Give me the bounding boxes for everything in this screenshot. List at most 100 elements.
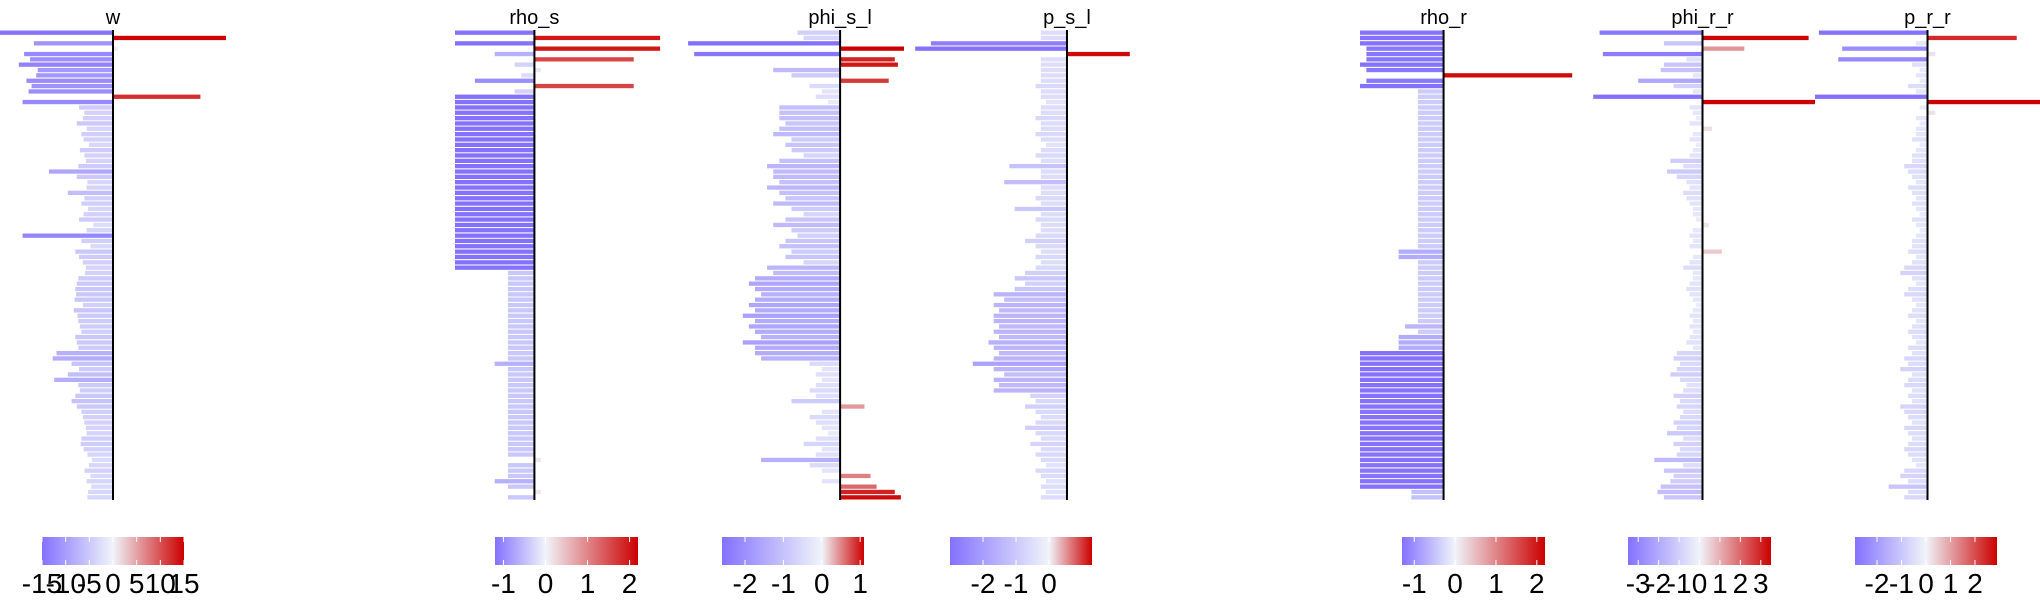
bar [67, 372, 113, 377]
bar [1915, 302, 1928, 308]
bar [30, 57, 114, 62]
bar [1818, 30, 1928, 35]
bar [761, 292, 841, 297]
bar [1670, 479, 1703, 484]
bar [1417, 164, 1444, 169]
bar [1417, 99, 1444, 105]
bar [1360, 372, 1444, 377]
bar [507, 463, 535, 468]
bar [56, 351, 113, 356]
bar [1660, 67, 1703, 73]
bar [1908, 415, 1928, 420]
bar [1417, 297, 1444, 302]
bar [455, 217, 535, 222]
bar [1927, 51, 1936, 57]
bar [767, 164, 841, 169]
bar [455, 212, 535, 217]
colorbar-tick-label: -2 [1646, 568, 1671, 599]
bar [1908, 452, 1928, 457]
bar [1360, 30, 1444, 35]
bar [514, 62, 535, 67]
bar [999, 308, 1067, 313]
bar [1692, 212, 1703, 217]
bar [1692, 297, 1703, 302]
bar [1593, 94, 1703, 99]
bar [1919, 121, 1928, 126]
bar [1040, 174, 1067, 179]
bar [755, 286, 841, 292]
bar [1360, 473, 1444, 479]
bar [993, 318, 1067, 324]
bar [455, 180, 535, 185]
bar [779, 244, 841, 249]
bar [1915, 89, 1928, 94]
bar [534, 457, 541, 463]
bar [1683, 164, 1703, 169]
bar [82, 116, 113, 121]
bar [1680, 415, 1703, 420]
bar [76, 121, 113, 126]
bar [1025, 404, 1067, 409]
bar [82, 415, 113, 420]
bar [1908, 393, 1928, 398]
bar [1040, 436, 1067, 441]
bar [1040, 484, 1067, 489]
bar [1663, 495, 1703, 500]
bar [534, 35, 661, 41]
bar [455, 126, 535, 131]
bar [455, 148, 535, 153]
colorbar [1402, 537, 1545, 565]
bar [455, 30, 535, 35]
bar [1673, 441, 1703, 447]
bar [767, 265, 841, 270]
bar [840, 495, 901, 500]
bar [791, 73, 841, 78]
bar [113, 46, 118, 51]
panel-title: rho_r [1420, 7, 1467, 29]
bar [1908, 313, 1928, 318]
bar [1360, 383, 1444, 388]
bar [1927, 99, 2040, 105]
bar [1904, 164, 1928, 169]
colorbar-tick-label: 0 [1918, 568, 1934, 599]
bar [742, 313, 841, 318]
bar [1040, 67, 1067, 73]
bar [494, 51, 535, 57]
bar [1692, 238, 1703, 244]
bar [1417, 180, 1444, 185]
bar [507, 452, 535, 457]
bar [1692, 345, 1703, 350]
bar [1040, 89, 1067, 94]
bar [1040, 94, 1067, 99]
bar [1030, 393, 1067, 398]
bar [1689, 281, 1703, 286]
bar [1417, 270, 1444, 276]
bar [1417, 302, 1444, 308]
bar [71, 361, 113, 366]
bar [1702, 46, 1745, 51]
bar [1908, 329, 1928, 334]
bar [1912, 244, 1928, 249]
bar [1919, 105, 1928, 110]
bar [1360, 468, 1444, 473]
bar [1912, 174, 1928, 179]
bar [76, 281, 113, 286]
panel-title: rho_s [509, 7, 559, 29]
bar [779, 110, 841, 115]
bar [1919, 212, 1928, 217]
bar [1912, 62, 1928, 67]
bar [1004, 180, 1067, 185]
colorbar [722, 537, 864, 565]
bar [1417, 260, 1444, 265]
bar [75, 393, 113, 398]
bar [773, 132, 841, 137]
bar [1417, 244, 1444, 249]
colorbar-tick-label: 15 [168, 568, 199, 599]
bar [74, 297, 113, 302]
bar [999, 324, 1067, 329]
colorbar-tick-label: -2 [971, 568, 996, 599]
bar [1900, 367, 1928, 372]
bar [1908, 479, 1928, 484]
bar [1417, 174, 1444, 179]
bar [1417, 276, 1444, 281]
